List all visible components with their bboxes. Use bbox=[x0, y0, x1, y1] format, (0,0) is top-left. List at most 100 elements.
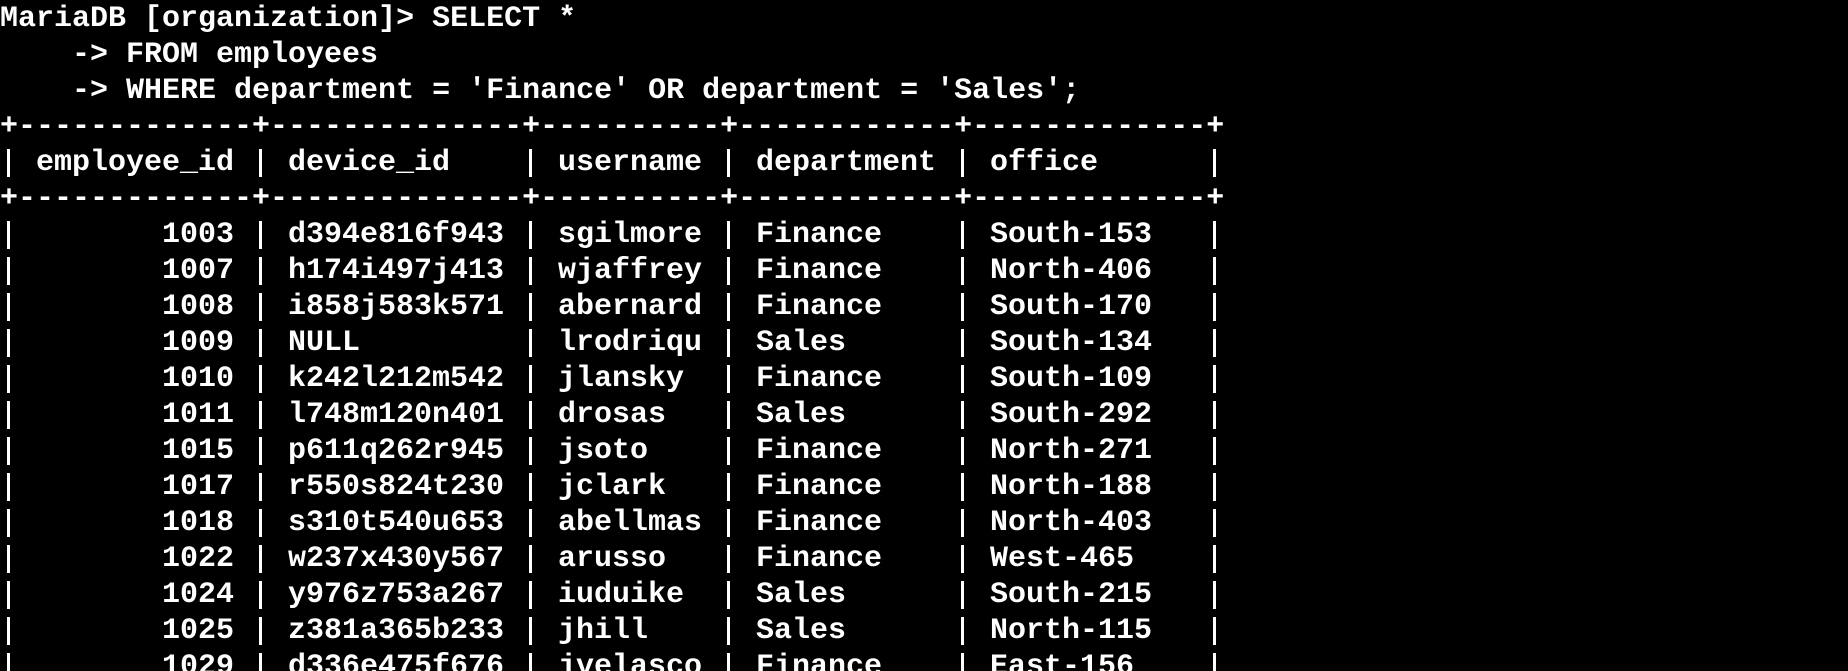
column-separator bbox=[529, 473, 532, 501]
column-separator bbox=[727, 581, 730, 609]
id-cell: 1015 bbox=[161, 434, 234, 468]
column-separator bbox=[961, 149, 964, 177]
column-separator bbox=[1213, 545, 1216, 573]
table-cell: South-153 bbox=[990, 218, 1153, 252]
column-separator bbox=[7, 401, 10, 429]
table-cell: Finance bbox=[756, 650, 883, 671]
table-cell: Finance bbox=[756, 254, 883, 288]
table-cell: Sales bbox=[756, 398, 847, 432]
column-separator bbox=[727, 653, 730, 671]
column-separator bbox=[259, 329, 262, 357]
column-separator bbox=[259, 401, 262, 429]
column-separator bbox=[1213, 437, 1216, 465]
column-separator bbox=[259, 509, 262, 537]
id-cell: 1025 bbox=[161, 614, 234, 648]
table-cell: department bbox=[756, 146, 937, 180]
table-cell: East-156 bbox=[990, 650, 1135, 671]
table-cell: lrodriqu bbox=[558, 326, 703, 360]
table-border: +-------------+--------------+----------… bbox=[0, 182, 1225, 216]
column-separator bbox=[961, 257, 964, 285]
column-separator bbox=[7, 329, 10, 357]
table-cell: South-215 bbox=[990, 578, 1153, 612]
id-cell: 1008 bbox=[161, 290, 234, 324]
column-separator bbox=[727, 545, 730, 573]
column-separator bbox=[1213, 149, 1216, 177]
column-separator bbox=[7, 149, 10, 177]
column-separator bbox=[7, 221, 10, 249]
column-separator bbox=[529, 149, 532, 177]
table-cell: North-271 bbox=[990, 434, 1153, 468]
column-separator bbox=[529, 617, 532, 645]
table-cell: jvelasco bbox=[558, 650, 703, 671]
table-cell: jlansky bbox=[558, 362, 685, 396]
table-cell: Finance bbox=[756, 506, 883, 540]
table-cell: i858j583k571 bbox=[288, 290, 505, 324]
prompt-line: MariaDB [organization]> SELECT * bbox=[0, 2, 577, 36]
column-separator bbox=[7, 653, 10, 671]
table-cell: North-406 bbox=[990, 254, 1153, 288]
column-separator bbox=[1213, 257, 1216, 285]
column-separator bbox=[259, 653, 262, 671]
column-separator bbox=[727, 221, 730, 249]
column-separator bbox=[259, 473, 262, 501]
table-cell: South-170 bbox=[990, 290, 1153, 324]
column-separator bbox=[1213, 365, 1216, 393]
id-cell: 1022 bbox=[161, 542, 234, 576]
column-separator bbox=[1213, 581, 1216, 609]
column-separator bbox=[259, 365, 262, 393]
id-cell: 1017 bbox=[161, 470, 234, 504]
table-cell: k242l212m542 bbox=[288, 362, 505, 396]
column-separator bbox=[259, 545, 262, 573]
column-separator bbox=[1213, 473, 1216, 501]
table-cell: Sales bbox=[756, 614, 847, 648]
column-separator bbox=[1213, 329, 1216, 357]
column-separator bbox=[961, 365, 964, 393]
table-cell: office bbox=[990, 146, 1099, 180]
column-separator bbox=[529, 257, 532, 285]
id-cell: 1010 bbox=[161, 362, 234, 396]
column-separator bbox=[259, 293, 262, 321]
column-separator bbox=[727, 617, 730, 645]
column-separator bbox=[7, 437, 10, 465]
column-separator bbox=[529, 653, 532, 671]
column-separator bbox=[529, 365, 532, 393]
column-separator bbox=[727, 473, 730, 501]
column-separator bbox=[259, 221, 262, 249]
prompt-line: -> FROM employees bbox=[0, 38, 379, 72]
table-cell: drosas bbox=[558, 398, 667, 432]
table-cell: jsoto bbox=[558, 434, 649, 468]
column-separator bbox=[961, 329, 964, 357]
table-cell: iuduike bbox=[558, 578, 685, 612]
table-cell: wjaffrey bbox=[558, 254, 703, 288]
table-cell: South-109 bbox=[990, 362, 1153, 396]
column-separator bbox=[7, 617, 10, 645]
column-separator bbox=[529, 581, 532, 609]
table-cell: jclark bbox=[558, 470, 667, 504]
table-cell: arusso bbox=[558, 542, 667, 576]
column-separator bbox=[529, 437, 532, 465]
table-cell: d336e475f676 bbox=[288, 650, 505, 671]
table-cell: Finance bbox=[756, 362, 883, 396]
id-cell: 1007 bbox=[161, 254, 234, 288]
column-separator bbox=[1213, 509, 1216, 537]
table-cell: jhill bbox=[558, 614, 649, 648]
table-cell: y976z753a267 bbox=[288, 578, 505, 612]
column-separator bbox=[727, 509, 730, 537]
column-separator bbox=[961, 509, 964, 537]
column-separator bbox=[7, 473, 10, 501]
id-cell: 1009 bbox=[161, 326, 234, 360]
id-cell: 1018 bbox=[161, 506, 234, 540]
table-cell: North-115 bbox=[990, 614, 1153, 648]
table-cell: West-465 bbox=[990, 542, 1135, 576]
table-cell: s310t540u653 bbox=[288, 506, 505, 540]
column-separator bbox=[961, 653, 964, 671]
table-cell: h174i497j413 bbox=[288, 254, 505, 288]
table-cell: South-134 bbox=[990, 326, 1153, 360]
table-cell: w237x430y567 bbox=[288, 542, 505, 576]
column-separator bbox=[727, 293, 730, 321]
table-cell: Finance bbox=[756, 434, 883, 468]
table-cell: Sales bbox=[756, 578, 847, 612]
table-cell: d394e816f943 bbox=[288, 218, 505, 252]
id-cell: 1024 bbox=[161, 578, 234, 612]
